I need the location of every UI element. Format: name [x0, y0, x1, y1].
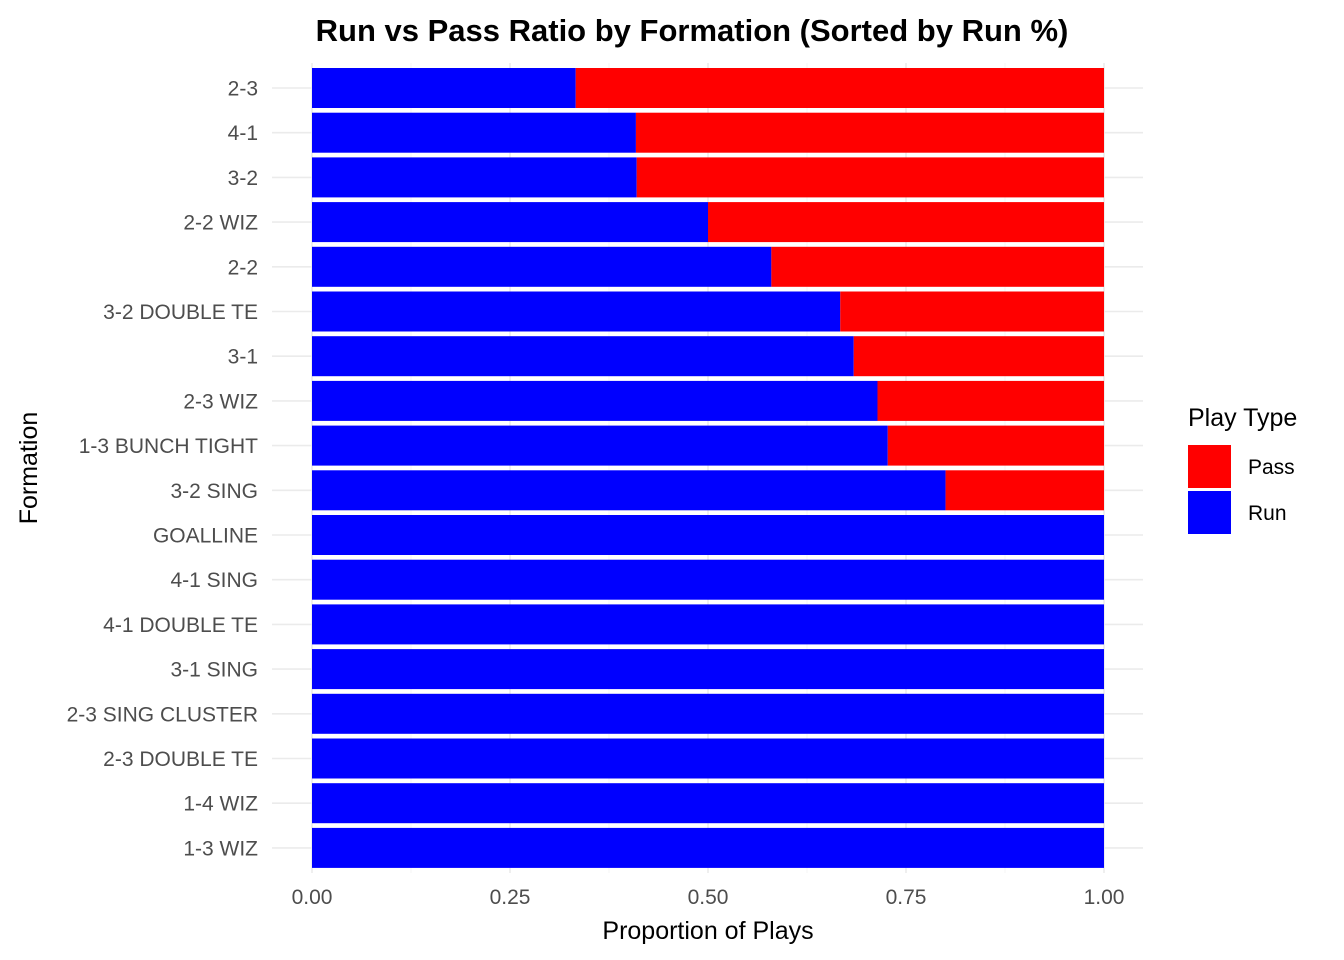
x-tick-label: 0.75 [886, 886, 927, 909]
bar-pass [945, 470, 1104, 511]
bar-run [312, 202, 708, 243]
bar-pass [771, 246, 1104, 287]
bar-pass [575, 68, 1104, 108]
y-tick-label: 3-2 [228, 167, 258, 190]
y-tick-label: 2-3 SING CLUSTER [67, 703, 258, 726]
legend-label-run: Run [1248, 502, 1287, 525]
y-tick-label: 1-4 WIZ [183, 793, 258, 816]
legend-title: Play Type [1188, 404, 1297, 432]
y-tick-label: 1-3 BUNCH TIGHT [79, 435, 258, 458]
y-tick-label: 4-1 [228, 122, 258, 145]
bar-pass [840, 291, 1104, 332]
y-axis-title: Formation [15, 412, 43, 525]
y-tick-labels: 2-3 4-1 3-2 2-2 WIZ 2-2 3-2 DOUBLE TE 3-1 2-3 W… [67, 78, 259, 861]
bar-run [312, 783, 1104, 824]
y-tick-label: 4-1 SING [170, 569, 258, 592]
bar-run [312, 380, 878, 421]
y-tick-label: 3-2 SING [170, 480, 258, 503]
bar-pass [636, 157, 1104, 198]
x-tick-label: 0.25 [490, 886, 531, 909]
bar-run [312, 68, 576, 108]
bar-run [312, 693, 1104, 734]
y-tick-label: 3-2 DOUBLE TE [103, 301, 258, 324]
y-tick-label: 4-1 DOUBLE TE [103, 614, 258, 637]
y-tick-label: 3-1 [228, 346, 258, 369]
y-tick-label: 2-2 WIZ [183, 212, 258, 235]
bars [312, 68, 1104, 868]
bar-run [312, 291, 841, 332]
bar-pass [877, 380, 1104, 421]
bar-run [312, 425, 888, 466]
bar-run [312, 470, 946, 511]
y-tick-label: 1-3 WIZ [183, 837, 258, 860]
bar-pass [853, 336, 1104, 377]
bar-run [312, 738, 1104, 779]
chart-title: Run vs Pass Ratio by Formation (Sorted b… [316, 13, 1069, 48]
bar-run [312, 336, 854, 377]
x-tick-labels: 0.00 0.25 0.50 0.75 1.00 [292, 886, 1125, 909]
x-tick-label: 1.00 [1084, 886, 1125, 909]
bar-pass [708, 202, 1104, 243]
bar-run [312, 515, 1104, 555]
bar-pass [635, 112, 1104, 153]
bar-run [312, 559, 1104, 600]
legend-key-pass [1188, 445, 1231, 488]
bar-run [312, 827, 1104, 868]
y-tick-label: 3-1 SING [170, 659, 258, 682]
bar-pass [887, 425, 1104, 466]
legend: Play Type Pass Run [1188, 404, 1297, 534]
x-tick-label: 0.00 [292, 886, 333, 909]
y-tick-label: 2-3 DOUBLE TE [103, 748, 258, 771]
legend-key-run [1188, 491, 1231, 534]
y-tick-label: 2-3 [228, 78, 258, 101]
x-axis-title: Proportion of Plays [602, 917, 813, 945]
bar-run [312, 649, 1104, 690]
bar-run [312, 604, 1104, 645]
x-tick-label: 0.50 [688, 886, 729, 909]
y-tick-label: 2-3 WIZ [183, 390, 258, 413]
bar-run [312, 157, 637, 198]
y-tick-label: GOALLINE [153, 525, 258, 548]
bar-run [312, 246, 772, 287]
y-tick-label: 2-2 [228, 256, 258, 279]
bar-run [312, 112, 636, 153]
legend-label-pass: Pass [1248, 456, 1295, 479]
